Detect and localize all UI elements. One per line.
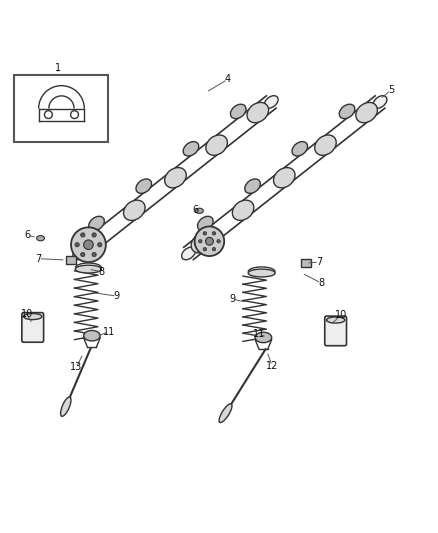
- Ellipse shape: [195, 208, 203, 213]
- Text: 13: 13: [70, 362, 82, 373]
- Circle shape: [92, 233, 96, 237]
- Ellipse shape: [314, 135, 336, 155]
- Ellipse shape: [73, 247, 87, 260]
- Circle shape: [92, 252, 96, 257]
- Text: 4: 4: [225, 75, 231, 84]
- Text: 7: 7: [35, 254, 42, 264]
- Text: 10: 10: [335, 310, 347, 320]
- Ellipse shape: [292, 142, 307, 156]
- Circle shape: [84, 240, 93, 249]
- Ellipse shape: [264, 96, 278, 108]
- Ellipse shape: [245, 179, 260, 193]
- Circle shape: [198, 239, 202, 243]
- Text: 8: 8: [318, 278, 325, 288]
- Ellipse shape: [356, 102, 378, 123]
- Circle shape: [98, 243, 102, 247]
- Circle shape: [212, 232, 216, 235]
- Bar: [66, 256, 76, 264]
- Ellipse shape: [89, 216, 104, 231]
- Ellipse shape: [219, 404, 232, 423]
- Text: 5: 5: [388, 85, 394, 95]
- Ellipse shape: [165, 167, 186, 188]
- Text: 9: 9: [113, 291, 120, 301]
- Bar: [301, 259, 311, 268]
- Ellipse shape: [198, 216, 213, 231]
- Ellipse shape: [206, 135, 227, 155]
- Ellipse shape: [183, 142, 199, 156]
- Ellipse shape: [326, 317, 345, 323]
- Ellipse shape: [136, 179, 152, 193]
- Ellipse shape: [37, 236, 45, 241]
- Text: 6: 6: [192, 205, 198, 215]
- Text: 10: 10: [21, 309, 33, 319]
- FancyBboxPatch shape: [325, 316, 346, 346]
- Ellipse shape: [84, 330, 100, 341]
- Ellipse shape: [373, 96, 387, 108]
- Ellipse shape: [75, 265, 102, 273]
- Ellipse shape: [82, 233, 104, 253]
- Circle shape: [203, 247, 207, 251]
- Ellipse shape: [247, 102, 268, 123]
- Circle shape: [217, 239, 220, 243]
- Ellipse shape: [273, 167, 295, 188]
- Bar: [14, 75, 108, 142]
- Ellipse shape: [182, 247, 195, 260]
- Circle shape: [71, 228, 106, 262]
- Text: 9: 9: [229, 294, 235, 304]
- Ellipse shape: [60, 397, 71, 416]
- Circle shape: [194, 227, 224, 256]
- Ellipse shape: [232, 200, 254, 221]
- Ellipse shape: [24, 313, 42, 320]
- Text: 12: 12: [266, 361, 278, 371]
- FancyBboxPatch shape: [22, 313, 44, 342]
- Ellipse shape: [230, 104, 246, 119]
- Ellipse shape: [339, 104, 355, 119]
- Text: 11: 11: [103, 327, 116, 337]
- Text: 1: 1: [55, 63, 61, 74]
- Circle shape: [75, 243, 79, 247]
- Ellipse shape: [248, 269, 275, 277]
- Text: 11: 11: [253, 329, 265, 339]
- Circle shape: [205, 237, 213, 245]
- Circle shape: [81, 233, 85, 237]
- Text: 7: 7: [316, 257, 322, 267]
- Ellipse shape: [255, 332, 272, 343]
- Circle shape: [212, 247, 216, 251]
- Circle shape: [203, 232, 207, 235]
- Circle shape: [81, 252, 85, 257]
- Text: 8: 8: [99, 266, 105, 277]
- Ellipse shape: [124, 200, 145, 221]
- Text: 6: 6: [25, 230, 31, 240]
- Ellipse shape: [191, 233, 213, 253]
